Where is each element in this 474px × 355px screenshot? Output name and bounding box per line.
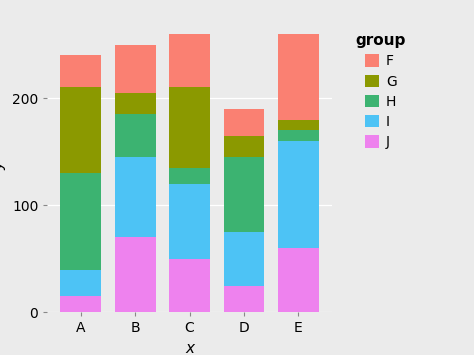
Bar <box>169 168 210 184</box>
Bar <box>278 130 319 141</box>
Bar <box>60 173 101 269</box>
Bar <box>60 87 101 173</box>
Bar <box>115 157 155 237</box>
Bar <box>169 259 210 312</box>
Bar <box>224 286 264 312</box>
Y-axis label: y: y <box>0 160 7 170</box>
Bar <box>278 120 319 130</box>
Bar <box>60 55 101 87</box>
Bar <box>169 184 210 259</box>
Bar <box>60 269 101 296</box>
Bar <box>278 248 319 312</box>
Bar <box>169 87 210 168</box>
Legend: F, G, H, I, J: F, G, H, I, J <box>347 25 414 158</box>
Bar <box>60 296 101 312</box>
Bar <box>224 232 264 286</box>
Bar <box>224 136 264 157</box>
X-axis label: x: x <box>185 341 194 355</box>
Bar <box>224 157 264 232</box>
Bar <box>278 141 319 248</box>
Bar <box>115 93 155 114</box>
Bar <box>115 237 155 312</box>
Bar <box>224 109 264 136</box>
Bar <box>278 34 319 120</box>
Bar <box>115 44 155 93</box>
Bar <box>115 114 155 157</box>
Bar <box>169 34 210 87</box>
